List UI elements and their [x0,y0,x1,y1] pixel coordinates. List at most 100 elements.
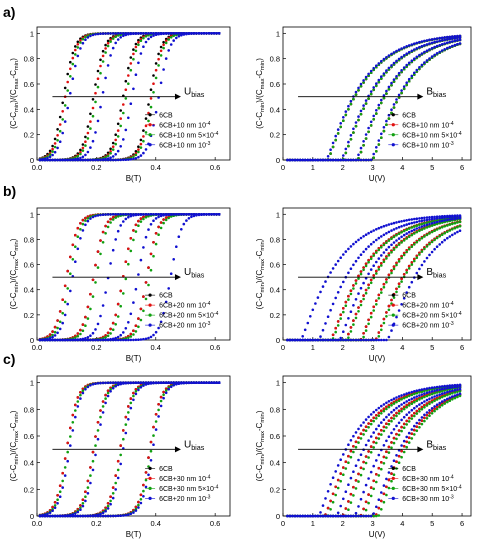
data-point [380,59,383,63]
data-point [440,43,444,46]
data-point [149,97,153,100]
y-tick-label: 0.2 [24,131,34,140]
data-point [415,230,419,234]
data-point [63,313,67,317]
data-point [377,297,381,300]
data-point [74,233,77,237]
data-point [132,301,135,304]
data-point [147,336,150,340]
data-point [359,253,363,256]
data-point [154,62,158,65]
data-point [195,32,198,35]
data-point [395,287,398,291]
data-point [104,336,107,339]
data-point [354,93,358,96]
data-point [139,32,143,35]
data-point [76,235,80,238]
data-point [458,42,462,45]
y-tick-label: 0.2 [24,485,34,494]
data-point [362,268,365,272]
data-point [425,233,429,237]
data-point [344,323,348,327]
data-point [111,141,115,145]
data-point [177,32,181,35]
data-point [402,219,406,223]
data-point [446,41,449,44]
data-point [392,265,396,268]
data-point [390,108,393,111]
data-point [122,338,125,342]
data-point [157,64,160,67]
data-point [84,153,87,157]
x-tick-label: 2 [341,163,345,172]
data-point [395,245,398,249]
data-point [321,285,325,288]
data-point [433,221,436,224]
data-point [428,38,431,42]
data-point [382,57,386,61]
data-point [69,338,72,342]
data-point [175,36,178,40]
data-point [154,242,158,246]
data-point [76,43,80,46]
data-point [142,217,145,221]
data-point [162,68,165,71]
data-point [362,140,365,143]
data-point [134,42,138,46]
data-point [372,305,376,309]
data-point [124,260,128,264]
data-point [314,158,317,162]
data-point [147,119,150,123]
x-tick-label: 6 [460,343,464,352]
data-point [106,338,110,342]
chart-panel-a-right: 00.20.40.60.810 1 2 3 4 5 6U(V)(C-Cmin)/(Cmax-… [255,26,472,183]
data-point [207,213,211,216]
data-point [415,47,419,50]
data-point [423,260,426,263]
data-point [438,227,442,230]
data-point [210,213,213,216]
data-point [364,291,368,295]
data-point [372,66,376,70]
data-point [451,217,454,221]
data-point [354,279,358,282]
data-point [321,328,325,332]
y-tick-label: 0.4 [24,105,34,114]
data-point [352,287,355,290]
data-point [385,280,388,284]
x-tick-label: 0 [281,163,285,172]
series [38,32,221,162]
data-point [91,278,95,282]
data-point [392,248,396,251]
data-point [162,218,165,221]
data-point [71,51,75,55]
data-point [364,102,368,105]
data-point [359,82,363,86]
data-point [344,304,348,308]
y-tick-label: 0.2 [24,311,34,320]
x-tick-label: 1 [311,343,315,352]
data-point [58,338,62,342]
data-point [446,218,449,222]
data-point [169,36,173,39]
data-point [382,321,386,325]
data-point [38,338,42,342]
data-point [106,41,110,45]
legend-entry: 6CB [159,293,173,300]
data-point [407,230,411,234]
data-point [385,241,388,244]
data-point [387,88,391,91]
data-point [66,269,69,273]
data-point [76,158,80,162]
data-point [407,50,411,54]
data-point [109,40,112,43]
data-point [385,311,388,314]
y-tick-label: 0.4 [24,286,34,295]
data-point [334,296,338,300]
data-point [375,272,378,275]
data-point [63,300,67,304]
data-point [56,338,59,342]
data-point [443,42,447,45]
data-point [134,73,138,76]
data-point [53,338,57,342]
